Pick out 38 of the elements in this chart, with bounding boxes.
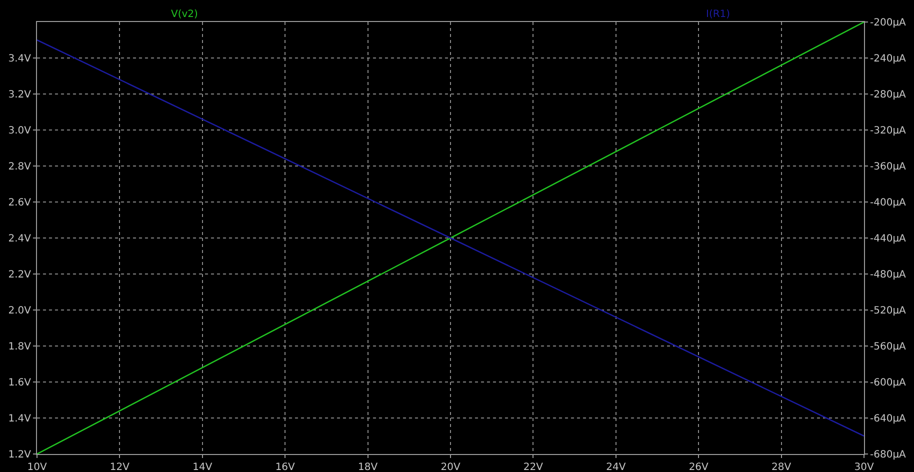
y-tick-label: 3.4V <box>8 54 32 64</box>
y-tick-label: 2.4V <box>8 234 32 244</box>
x-tick-label: 20V <box>440 462 460 472</box>
y2-tick-label: -640µA <box>870 414 906 424</box>
y2-tick-label: -520µA <box>870 306 906 316</box>
y-tick-label: 3.2V <box>8 90 32 100</box>
y-tick-label: 2.0V <box>8 306 32 316</box>
x-tick-label: 22V <box>523 462 544 472</box>
y2-tick-label: -600µA <box>870 378 906 388</box>
y2-tick-label: -440µA <box>870 234 906 244</box>
y2-tick-label: -200µA <box>870 18 906 28</box>
x-tick-label: 14V <box>192 462 212 472</box>
y-tick-label: 2.6V <box>8 198 32 208</box>
y2-tick-label: -320µA <box>870 126 906 136</box>
x-tick-label: 26V <box>688 462 709 472</box>
y2-tick-label: -400µA <box>870 198 906 208</box>
y-tick-label: 1.4V <box>8 414 32 424</box>
y-tick-label: 3.0V <box>8 126 32 136</box>
y2-tick-label: -480µA <box>870 270 906 280</box>
x-tick-label: 28V <box>772 462 792 472</box>
x-tick-label: 12V <box>110 462 130 472</box>
y-tick-label: 2.2V <box>8 270 32 280</box>
x-tick-label: 16V <box>275 462 296 472</box>
y2-tick-label: -560µA <box>870 342 906 352</box>
y-tick-label: 2.8V <box>8 162 32 172</box>
y-tick-label: 1.8V <box>8 342 32 352</box>
x-tick-label: 24V <box>606 462 626 472</box>
y2-tick-label: -360µA <box>870 162 906 172</box>
x-tick-label: 18V <box>358 462 378 472</box>
y2-tick-label: -240µA <box>870 54 906 64</box>
y2-tick-label: -280µA <box>870 90 906 100</box>
y2-tick-label: -680µA <box>870 450 906 460</box>
x-tick-label: 10V <box>27 462 47 472</box>
y-tick-label: 1.6V <box>8 378 32 388</box>
text: V(v2) <box>171 9 198 20</box>
y-tick-label: 1.2V <box>8 450 32 460</box>
text: I(R1) <box>706 9 730 20</box>
x-tick-label: 30V <box>854 462 874 472</box>
